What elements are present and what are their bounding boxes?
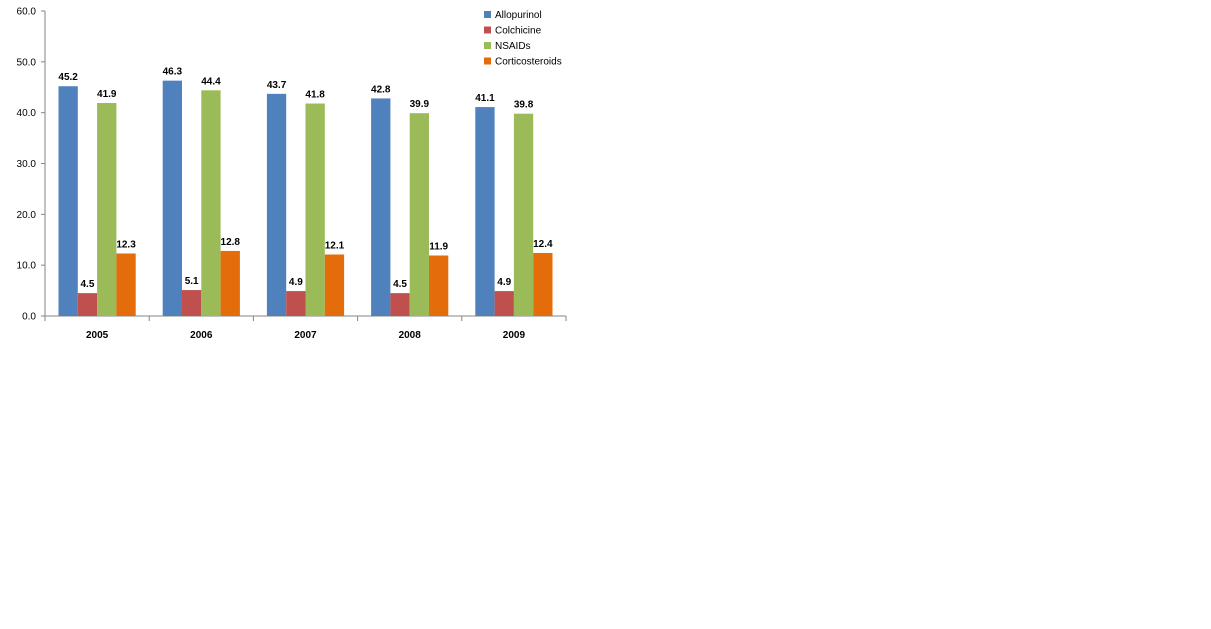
bar-colchicine-2008: [390, 293, 410, 316]
bar-colchicine-2009: [494, 291, 514, 316]
data-label: 41.1: [475, 93, 495, 104]
legend: Allopurinol Colchicine NSAIDs Corticosteroi…: [484, 10, 562, 68]
data-label: 4.5: [393, 279, 407, 290]
data-label: 4.9: [497, 277, 511, 288]
bar-allopurinol-2005: [58, 86, 78, 316]
bar-colchicine-2007: [286, 291, 306, 316]
bar-corticosteroids-2005: [116, 253, 136, 316]
legend-label: Corticosteroids: [495, 57, 562, 68]
bar-nsaids-2007: [305, 103, 325, 317]
y-tick-label: 20.0: [17, 210, 37, 221]
legend-label: Allopurinol: [495, 10, 542, 21]
x-tick-label: 2007: [294, 330, 317, 341]
bar-nsaids-2006: [201, 90, 221, 316]
data-label: 45.2: [58, 72, 78, 83]
x-tick-label: 2009: [503, 330, 526, 341]
data-label: 46.3: [163, 67, 183, 78]
data-label: 12.1: [325, 240, 345, 251]
bar-nsaids-2008: [409, 113, 429, 316]
bar-allopurinol-2009: [475, 107, 495, 316]
bar-allopurinol-2006: [162, 80, 182, 317]
bar-corticosteroids-2008: [429, 255, 449, 316]
y-tick-label: 0.0: [22, 312, 36, 323]
data-label: 42.8: [371, 84, 391, 95]
bar-allopurinol-2008: [371, 98, 391, 316]
legend-label: Colchicine: [495, 26, 542, 37]
x-tick-label: 2005: [86, 330, 109, 341]
bars: [58, 80, 553, 317]
bar-corticosteroids-2009: [533, 252, 553, 316]
data-label: 39.8: [514, 100, 534, 111]
data-label: 4.9: [289, 277, 303, 288]
data-label: 12.3: [116, 239, 136, 250]
y-tick-label: 50.0: [17, 57, 37, 68]
data-label: 4.5: [80, 279, 94, 290]
bar-colchicine-2005: [77, 293, 98, 316]
data-label: 43.7: [267, 80, 287, 91]
bar-corticosteroids-2007: [324, 254, 345, 316]
bar-corticosteroids-2006: [220, 250, 240, 316]
y-tick-label: 30.0: [17, 159, 37, 170]
data-labels: 45.2 4.5 41.9 12.3 46.3 5.1 44.4 12.8 43.7 4.9 41.…: [58, 67, 553, 290]
legend-label: NSAIDs: [495, 41, 531, 52]
data-label: 11.9: [429, 242, 448, 253]
bar-colchicine-2006: [182, 290, 202, 316]
data-label: 44.4: [201, 76, 221, 87]
bar-nsaids-2005: [97, 103, 117, 316]
data-label: 12.4: [533, 239, 553, 250]
y-tick-label: 60.0: [17, 7, 37, 18]
data-label: 41.8: [305, 90, 325, 101]
legend-swatch: [484, 57, 491, 65]
y-tick-label: 40.0: [17, 108, 37, 119]
data-label: 39.9: [410, 99, 430, 110]
data-label: 5.1: [185, 276, 199, 287]
bar-allopurinol-2007: [266, 93, 287, 316]
data-label: 12.8: [221, 237, 241, 248]
x-tick-label: 2008: [399, 330, 422, 341]
data-label: 41.9: [97, 89, 117, 100]
y-tick-label: 10.0: [17, 261, 37, 272]
bar-nsaids-2009: [513, 113, 534, 316]
x-tick-label: 2006: [190, 330, 213, 341]
legend-swatch: [484, 42, 491, 49]
legend-swatch: [484, 11, 491, 18]
legend-swatch: [484, 26, 491, 34]
